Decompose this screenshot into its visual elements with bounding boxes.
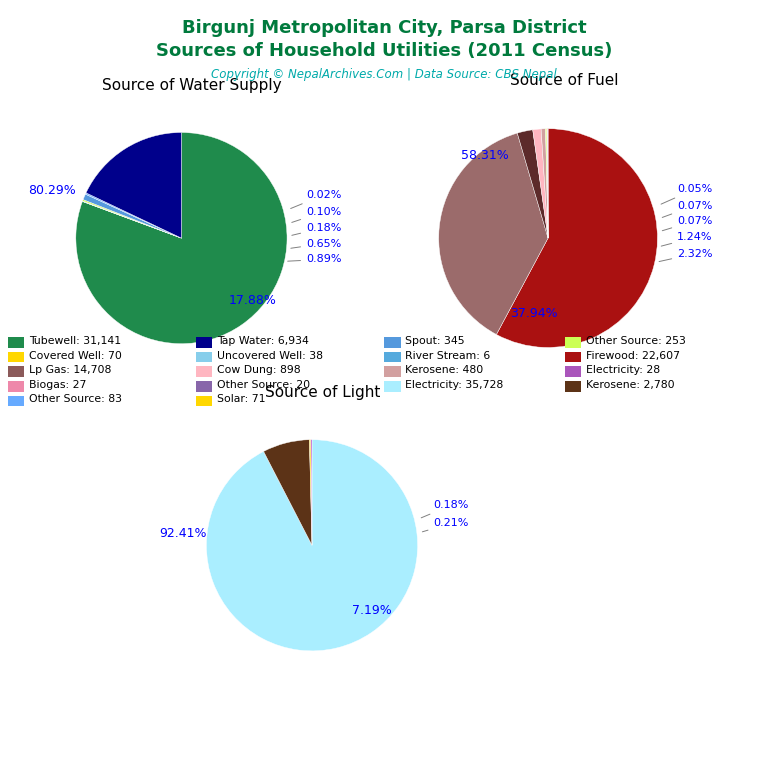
- Text: Sources of Household Utilities (2011 Census): Sources of Household Utilities (2011 Cen…: [156, 42, 612, 60]
- Wedge shape: [207, 439, 418, 650]
- Text: 0.21%: 0.21%: [422, 518, 468, 531]
- Text: Birgunj Metropolitan City, Parsa District: Birgunj Metropolitan City, Parsa Distric…: [182, 19, 586, 37]
- Title: Source of Fuel: Source of Fuel: [510, 73, 619, 88]
- FancyBboxPatch shape: [196, 337, 213, 348]
- Text: Lp Gas: 14,708: Lp Gas: 14,708: [28, 365, 111, 376]
- FancyBboxPatch shape: [8, 381, 25, 392]
- Wedge shape: [83, 200, 181, 238]
- Wedge shape: [263, 440, 312, 545]
- Wedge shape: [82, 200, 181, 238]
- Wedge shape: [83, 194, 181, 238]
- Text: 7.19%: 7.19%: [352, 604, 392, 617]
- FancyBboxPatch shape: [8, 366, 25, 377]
- Text: 0.07%: 0.07%: [662, 200, 713, 217]
- Wedge shape: [545, 129, 548, 238]
- Text: Spout: 345: Spout: 345: [405, 336, 465, 346]
- Text: Kerosene: 2,780: Kerosene: 2,780: [586, 379, 674, 390]
- Text: 0.65%: 0.65%: [291, 239, 341, 249]
- Text: 0.89%: 0.89%: [288, 254, 342, 264]
- Text: Cow Dung: 898: Cow Dung: 898: [217, 365, 300, 376]
- Text: Solar: 71: Solar: 71: [217, 394, 266, 405]
- Text: 0.07%: 0.07%: [662, 216, 713, 230]
- FancyBboxPatch shape: [8, 337, 25, 348]
- Text: Covered Well: 70: Covered Well: 70: [28, 350, 121, 361]
- Wedge shape: [310, 440, 312, 545]
- Text: Uncovered Well: 38: Uncovered Well: 38: [217, 350, 323, 361]
- FancyBboxPatch shape: [8, 352, 25, 362]
- FancyBboxPatch shape: [564, 366, 581, 377]
- Text: 2.32%: 2.32%: [659, 249, 713, 262]
- Text: 0.10%: 0.10%: [292, 207, 341, 223]
- Text: Electricity: 28: Electricity: 28: [586, 365, 660, 376]
- Text: Kerosene: 480: Kerosene: 480: [405, 365, 483, 376]
- Text: Electricity: 35,728: Electricity: 35,728: [405, 379, 503, 390]
- Title: Source of Light: Source of Light: [265, 385, 380, 400]
- FancyBboxPatch shape: [384, 337, 401, 348]
- FancyBboxPatch shape: [384, 366, 401, 377]
- FancyBboxPatch shape: [564, 352, 581, 362]
- Wedge shape: [496, 129, 657, 347]
- FancyBboxPatch shape: [196, 396, 213, 406]
- Text: 0.05%: 0.05%: [661, 184, 713, 204]
- Text: Firewood: 22,607: Firewood: 22,607: [586, 350, 680, 361]
- Text: River Stream: 6: River Stream: 6: [405, 350, 490, 361]
- Text: 1.24%: 1.24%: [661, 232, 713, 246]
- Text: 17.88%: 17.88%: [229, 293, 276, 306]
- Wedge shape: [547, 129, 548, 238]
- Text: Other Source: 253: Other Source: 253: [586, 336, 686, 346]
- Wedge shape: [82, 201, 181, 238]
- Text: Biogas: 27: Biogas: 27: [28, 379, 86, 390]
- Wedge shape: [76, 133, 287, 344]
- FancyBboxPatch shape: [564, 337, 581, 348]
- Text: Other Source: 20: Other Source: 20: [217, 379, 310, 390]
- Wedge shape: [85, 193, 181, 238]
- FancyBboxPatch shape: [384, 381, 401, 392]
- Text: 0.18%: 0.18%: [421, 500, 468, 518]
- Text: 0.18%: 0.18%: [292, 223, 342, 235]
- Text: 0.02%: 0.02%: [290, 190, 342, 209]
- Wedge shape: [311, 439, 312, 545]
- Text: 92.41%: 92.41%: [159, 527, 207, 540]
- Wedge shape: [533, 129, 548, 238]
- FancyBboxPatch shape: [196, 381, 213, 392]
- Title: Source of Water Supply: Source of Water Supply: [102, 78, 282, 93]
- FancyBboxPatch shape: [384, 352, 401, 362]
- FancyBboxPatch shape: [196, 352, 213, 362]
- Text: Other Source: 83: Other Source: 83: [28, 394, 122, 405]
- FancyBboxPatch shape: [196, 366, 213, 377]
- FancyBboxPatch shape: [564, 381, 581, 392]
- Wedge shape: [439, 133, 548, 335]
- Wedge shape: [518, 130, 548, 238]
- Text: Tap Water: 6,934: Tap Water: 6,934: [217, 336, 309, 346]
- Text: 58.31%: 58.31%: [461, 149, 508, 162]
- FancyBboxPatch shape: [8, 396, 25, 406]
- Wedge shape: [541, 129, 548, 238]
- Text: 80.29%: 80.29%: [28, 184, 76, 197]
- Text: Copyright © NepalArchives.Com | Data Source: CBS Nepal: Copyright © NepalArchives.Com | Data Sou…: [211, 68, 557, 81]
- Text: 37.94%: 37.94%: [510, 307, 558, 319]
- Wedge shape: [86, 133, 181, 238]
- Text: Tubewell: 31,141: Tubewell: 31,141: [28, 336, 121, 346]
